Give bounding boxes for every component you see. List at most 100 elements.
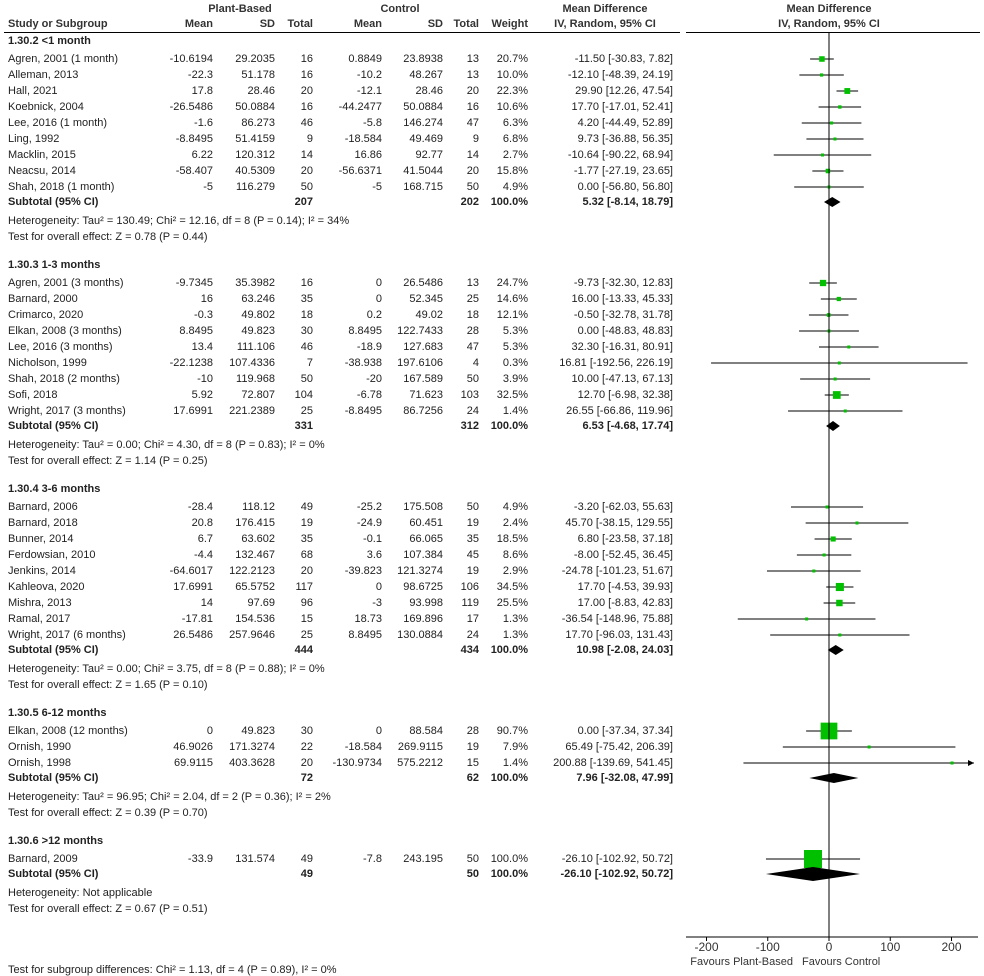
- study-md-text: 45.70 [-38.15, 129.55]: [565, 517, 673, 529]
- subtotal-weight: 100.0%: [490, 772, 528, 784]
- effect-square: [819, 279, 827, 287]
- study-md-text: 16.81 [-192.56, 226.19]: [559, 357, 673, 369]
- effect-square: [838, 105, 842, 109]
- study-pb-total: 50: [300, 181, 313, 193]
- study-c-sd: 98.6725: [403, 581, 443, 593]
- study-c-total: 20: [466, 165, 479, 177]
- study-weight: 12.1%: [496, 309, 528, 321]
- study-md-text: -10.64 [-90.22, 68.94]: [567, 149, 673, 161]
- subtotal-diamond: [827, 645, 844, 655]
- study-c-mean: -20: [366, 373, 382, 385]
- study-name: Jenkins, 2014: [8, 565, 76, 577]
- study-pb-total: 50: [300, 373, 313, 385]
- study-name: Koebnick, 2004: [8, 101, 84, 113]
- study-c-sd: 121.3274: [397, 565, 443, 577]
- study-pb-sd: 154.536: [235, 613, 275, 625]
- study-pb-mean: -5: [203, 181, 213, 193]
- study-pb-total: 49: [300, 501, 313, 513]
- study-c-total: 24: [466, 405, 479, 417]
- overall-effect-text: Test for overall effect: Z = 0.78 (P = 0…: [8, 231, 208, 243]
- study-pb-sd: 118.12: [242, 501, 275, 513]
- header-md-title: Mean Difference: [562, 3, 648, 15]
- study-weight: 2.4%: [502, 517, 528, 529]
- header-control: Control: [380, 3, 420, 15]
- subtotal-weight: 100.0%: [490, 196, 528, 208]
- study-pb-sd: 28.46: [247, 85, 275, 97]
- study-name: Ornish, 1998: [8, 757, 71, 769]
- study-c-mean: -18.584: [344, 741, 382, 753]
- effect-square: [847, 345, 851, 349]
- study-pb-mean: -17.81: [181, 613, 213, 625]
- study-md-text: 6.80 [-23.58, 37.18]: [577, 533, 673, 545]
- study-weight: 4.9%: [502, 501, 528, 513]
- study-pb-total: 117: [295, 581, 313, 593]
- study-c-sd: 49.02: [415, 309, 443, 321]
- study-md-text: 17.70 [-4.53, 39.93]: [577, 581, 673, 593]
- study-c-mean: -8.8495: [344, 405, 382, 417]
- study-c-mean: 0.2: [366, 309, 382, 321]
- subtotal-weight: 100.0%: [490, 868, 528, 880]
- study-c-total: 28: [466, 325, 479, 337]
- study-c-mean: -12.1: [356, 85, 382, 97]
- effect-square: [830, 536, 836, 542]
- heterogeneity-text: Heterogeneity: Tau² = 130.49; Chi² = 12.…: [8, 215, 350, 227]
- study-md-text: -26.10 [-102.92, 50.72]: [561, 853, 673, 865]
- study-c-mean: -5.8: [363, 117, 382, 129]
- study-name: Wright, 2017 (3 months): [8, 405, 126, 417]
- study-weight: 20.7%: [496, 53, 528, 65]
- study-pb-sd: 131.574: [235, 853, 275, 865]
- header-pb-sd: SD: [259, 18, 275, 30]
- study-c-sd: 167.589: [403, 373, 443, 385]
- header-plant-based: Plant-Based: [208, 3, 272, 15]
- study-weight: 90.7%: [496, 725, 528, 737]
- subtotal-c-total: 312: [460, 420, 479, 432]
- study-pb-mean: -10.6194: [169, 53, 213, 65]
- study-pb-sd: 49.802: [241, 309, 275, 321]
- heterogeneity-text: Heterogeneity: Tau² = 0.00; Chi² = 3.75,…: [8, 663, 325, 675]
- study-c-total: 106: [460, 581, 479, 593]
- study-md-text: 32.30 [-16.31, 80.91]: [571, 341, 673, 353]
- study-name: Wright, 2017 (6 months): [8, 629, 126, 641]
- study-weight: 1.3%: [502, 629, 528, 641]
- header-c-mean: Mean: [353, 18, 382, 30]
- study-weight: 2.9%: [502, 565, 528, 577]
- study-c-sd: 49.469: [409, 133, 443, 145]
- effect-square: [836, 599, 843, 607]
- study-weight: 5.3%: [502, 341, 528, 353]
- study-pb-sd: 29.2035: [235, 53, 275, 65]
- study-c-total: 15: [466, 757, 479, 769]
- study-name: Nicholson, 1999: [8, 357, 87, 369]
- study-weight: 0.3%: [502, 357, 528, 369]
- study-name: Ramal, 2017: [8, 613, 71, 625]
- study-pb-mean: -33.9: [187, 853, 213, 865]
- study-weight: 32.5%: [496, 389, 528, 401]
- study-c-sd: 48.267: [409, 69, 443, 81]
- subgroup-title: 1.30.6 >12 months: [8, 835, 104, 847]
- study-md-text: -36.54 [-148.96, 75.88]: [561, 613, 673, 625]
- overall-effect-text: Test for overall effect: Z = 0.39 (P = 0…: [8, 807, 208, 819]
- subtotal-md: 5.32 [-8.14, 18.79]: [582, 196, 673, 208]
- header-plot-method: IV, Random, 95% CI: [778, 18, 880, 30]
- effect-square: [819, 73, 824, 77]
- study-c-mean: 0: [375, 277, 382, 289]
- study-c-mean: 0: [375, 581, 382, 593]
- study-md-text: 0.00 [-56.80, 56.80]: [577, 181, 673, 193]
- study-c-mean: -56.6371: [338, 165, 382, 177]
- study-pb-total: 96: [300, 597, 313, 609]
- study-md-text: 10.00 [-47.13, 67.13]: [571, 373, 673, 385]
- study-c-mean: 0: [375, 293, 382, 305]
- study-name: Barnard, 2018: [8, 517, 78, 529]
- effect-square: [843, 409, 847, 413]
- study-pb-sd: 97.69: [247, 597, 275, 609]
- study-weight: 2.7%: [502, 149, 528, 161]
- study-md-text: -9.73 [-32.30, 12.83]: [573, 277, 673, 289]
- header-c-total: Total: [453, 18, 479, 30]
- study-weight: 7.9%: [502, 741, 528, 753]
- subtotal-diamond: [765, 867, 861, 881]
- subtotal-c-total: 62: [466, 772, 479, 784]
- header-study: Study or Subgroup: [8, 18, 108, 30]
- header-plot-title: Mean Difference: [786, 3, 872, 15]
- study-name: Ferdowsian, 2010: [8, 549, 96, 561]
- study-c-sd: 23.8938: [403, 53, 443, 65]
- study-c-total: 19: [466, 741, 479, 753]
